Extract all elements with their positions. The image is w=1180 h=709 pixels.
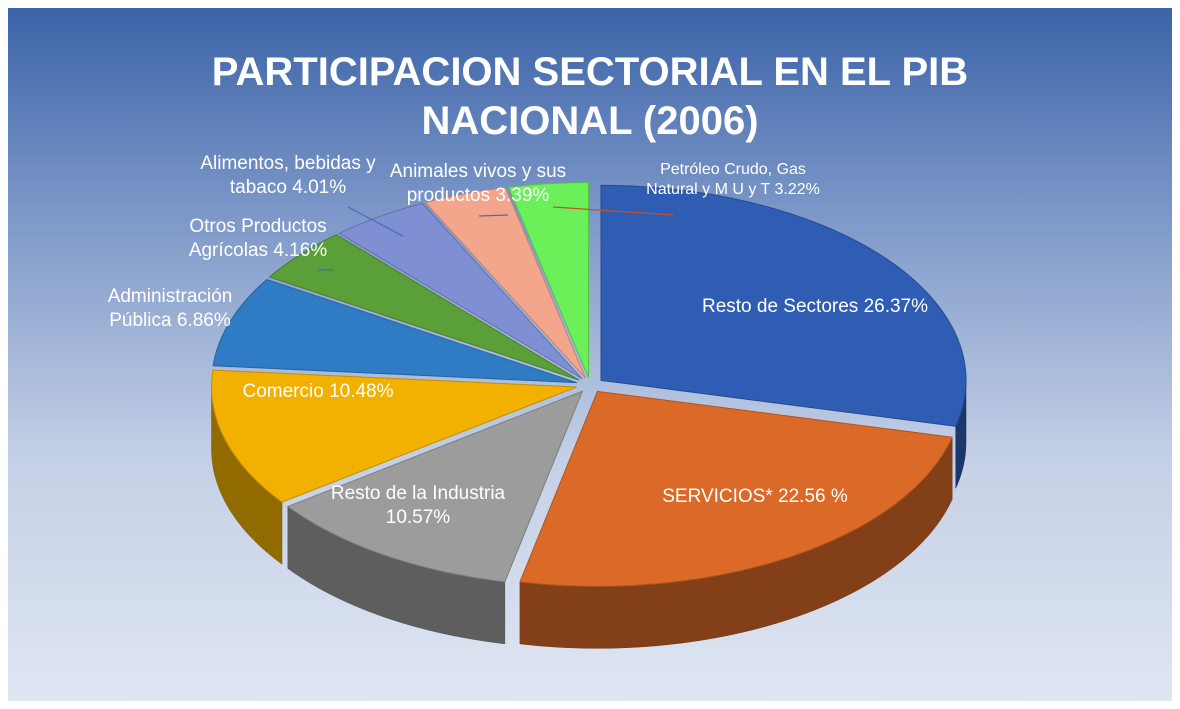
data-label: Animales vivos y sus productos 3.39% <box>368 160 588 208</box>
label-box: Petróleo Crudo, Gas Natural y M U y T 3.… <box>638 160 828 200</box>
leader-line <box>347 206 404 237</box>
category-label: SERVICIOS* <box>662 486 773 507</box>
value-label: 4.01% <box>292 176 347 198</box>
data-label: SERVICIOS* 22.56 % <box>655 485 855 509</box>
data-label: Administración Pública 6.86% <box>80 285 260 333</box>
data-label: Alimentos, bebidas y tabaco 4.01% <box>193 152 383 200</box>
value-label: 3.22% <box>774 181 820 198</box>
leader-line <box>553 206 674 216</box>
leader-line <box>479 214 509 217</box>
slice <box>212 278 577 384</box>
label-box: Comercio 10.48% <box>238 380 398 404</box>
value-label: 10.57% <box>385 506 451 528</box>
value-label: 22.56 % <box>778 486 848 507</box>
label-box: Otros Productos Agrícolas 4.16% <box>158 215 358 263</box>
category-label: Animales vivos y sus productos <box>389 161 567 206</box>
category-label: Comercio <box>242 381 324 402</box>
label-box: Alimentos, bebidas y tabaco 4.01% <box>193 152 383 200</box>
data-label: Otros Productos Agrícolas 4.16% <box>158 215 358 263</box>
slice <box>600 184 967 427</box>
value-label: 6.86% <box>176 309 231 331</box>
label-box: Resto de la Industria 10.57% <box>303 482 533 530</box>
label-box: Animales vivos y sus productos 3.39% <box>368 160 588 208</box>
slice <box>507 182 589 378</box>
data-label: Resto de Sectores 26.37% <box>700 295 930 319</box>
chart-title: PARTICIPACION SECTORIAL EN EL PIB NACION… <box>211 50 969 143</box>
slice <box>211 369 577 503</box>
label-box: Resto de Sectores 26.37% <box>700 295 930 319</box>
value-label: 4.16% <box>273 239 328 261</box>
slice <box>424 187 586 379</box>
slice <box>286 390 584 583</box>
slice <box>519 390 953 587</box>
category-label: Resto de la Industria <box>330 483 506 504</box>
category-label: Otros Productos Agrícolas <box>188 216 327 261</box>
category-label: Alimentos, bebidas y tabaco <box>200 153 376 198</box>
value-label: 10.48% <box>329 381 394 402</box>
value-label: 3.39% <box>495 184 550 206</box>
data-label: Comercio 10.48% <box>238 380 398 404</box>
category-label: Resto de Sectores <box>701 296 859 317</box>
data-label: Petróleo Crudo, Gas Natural y M U y T 3.… <box>638 160 828 200</box>
data-label: Resto de la Industria 10.57% <box>303 482 533 530</box>
category-label: Petróleo Crudo, Gas Natural y M U y T <box>646 161 806 198</box>
label-box: SERVICIOS* 22.56 % <box>655 485 855 509</box>
value-label: 26.37% <box>863 296 929 317</box>
category-label: Administración Pública <box>107 286 233 331</box>
slice <box>268 234 580 381</box>
title-box: PARTICIPACION SECTORIAL EN EL PIB NACION… <box>211 50 969 143</box>
label-box: Administración Pública 6.86% <box>80 285 260 333</box>
slice <box>338 202 583 380</box>
